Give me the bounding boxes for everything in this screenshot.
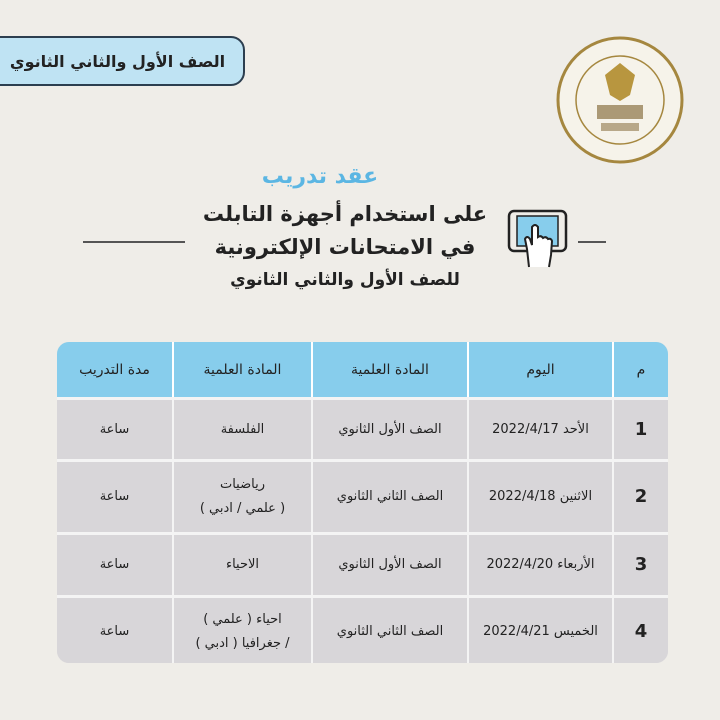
training-schedule-table: م اليوم المادة العلمية المادة العلمية مد…	[57, 342, 668, 663]
table-row: 3 الأربعاء 2022/4/20 الصف الأول الثانوي …	[57, 532, 668, 597]
subject-line: ( علمي / ادبي )	[199, 501, 286, 516]
row-grade: الصف الأول الثانوي	[311, 532, 468, 597]
header-duration: مدة التدريب	[57, 342, 173, 399]
subject-line: رياضيات	[219, 477, 266, 492]
row-grade: الصف الثاني الثانوي	[311, 595, 468, 663]
subheadline: للصف الأول والثاني الثانوي	[230, 270, 460, 290]
header-day: اليوم	[467, 342, 613, 399]
row-grade: الصف الثاني الثانوي	[311, 459, 468, 534]
row-day: الخميس 2022/4/21	[467, 595, 613, 663]
row-subject: الفلسفة	[172, 397, 312, 461]
row-number: 4	[612, 595, 668, 663]
row-duration: ساعة	[57, 595, 173, 663]
grade-badge: الصف الأول والثاني الثانوي	[0, 36, 245, 86]
ministry-logo	[556, 36, 684, 164]
row-duration: ساعة	[57, 459, 173, 534]
divider-right	[578, 241, 606, 243]
row-subject: الاحياء	[172, 532, 312, 597]
kicker-title: عقد تدريب	[261, 164, 379, 189]
table-row: 1 الأحد 2022/4/17 الصف الأول الثانوي الف…	[57, 397, 668, 461]
row-duration: ساعة	[57, 397, 173, 461]
row-number: 2	[612, 459, 668, 534]
subject-line: احياء ( علمي )	[203, 612, 282, 628]
header-grade: المادة العلمية	[311, 342, 468, 399]
table-row: 4 الخميس 2022/4/21 الصف الثاني الثانوي ا…	[57, 595, 668, 663]
row-subject: احياء ( علمي ) / جغرافيا ( ادبي )	[172, 595, 312, 663]
row-number: 3	[612, 532, 668, 597]
headline-line-1: على استخدام أجهزة التابلت	[202, 202, 488, 226]
badge-text: الصف الأول والثاني الثانوي	[9, 51, 226, 71]
subject-line: الاحياء	[225, 557, 260, 572]
row-number: 1	[612, 397, 668, 461]
subject-line: / جغرافيا ( ادبي )	[195, 636, 290, 652]
headline-line-2: في الامتحانات الإلكترونية	[214, 235, 476, 259]
subject-line: الفلسفة	[220, 421, 265, 437]
row-day: الأحد 2022/4/17	[467, 397, 613, 461]
header-subject: المادة العلمية	[172, 342, 312, 399]
headline: على استخدام أجهزة التابلت في الامتحانات …	[190, 198, 500, 297]
row-grade: الصف الأول الثانوي	[311, 397, 468, 461]
table-header-row: م اليوم المادة العلمية المادة العلمية مد…	[57, 342, 668, 399]
row-subject: رياضيات ( علمي / ادبي )	[172, 459, 312, 534]
row-day: الاثنين 2022/4/18	[467, 459, 613, 534]
tablet-touch-icon	[507, 209, 568, 268]
row-duration: ساعة	[57, 532, 173, 597]
table-row: 2 الاثنين 2022/4/18 الصف الثاني الثانوي …	[57, 459, 668, 534]
divider-left	[83, 241, 185, 243]
header-number: م	[612, 342, 668, 399]
row-day: الأربعاء 2022/4/20	[467, 532, 613, 597]
